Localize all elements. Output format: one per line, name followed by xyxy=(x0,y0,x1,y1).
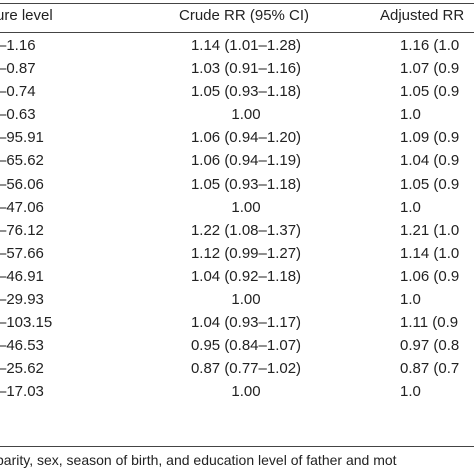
cell-adjusted: 1.05 (0.9 xyxy=(400,83,460,101)
cell-level: –65.62 xyxy=(0,152,44,170)
cell-adjusted: 1.05 (0.9 xyxy=(400,175,460,193)
cell-level: –46.91 xyxy=(0,267,44,285)
cell-crude: 1.00 xyxy=(231,106,261,124)
cell-crude: 1.22 (1.08–1.37) xyxy=(190,221,302,239)
cell-level: –103.15 xyxy=(0,314,53,332)
cell-crude: 1.00 xyxy=(231,198,261,216)
cell-adjusted: 1.11 (0.9 xyxy=(400,314,459,332)
cell-level: –47.06 xyxy=(0,198,44,216)
table-row: –56.06 1.05 (0.93–1.18) 1.05 (0.9 xyxy=(0,173,474,196)
cell-crude: 1.03 (0.91–1.16) xyxy=(190,60,302,78)
header-crude-rr: Crude RR (95% CI) xyxy=(179,7,310,24)
cell-adjusted: 1.0 xyxy=(400,383,421,401)
cell-crude: 1.06 (0.94–1.20) xyxy=(190,129,302,147)
cell-adjusted: 1.09 (0.9 xyxy=(400,129,460,147)
table-bottom-rule xyxy=(0,446,474,447)
cell-level: –29.93 xyxy=(0,291,44,309)
cell-level: –57.66 xyxy=(0,244,44,262)
cell-crude: 1.12 (0.99–1.27) xyxy=(190,244,302,262)
table-row: –0.63 1.00 1.0 xyxy=(0,103,474,126)
cell-adjusted: 1.16 (1.0 xyxy=(400,37,460,54)
table-row: –0.87 1.03 (0.91–1.16) 1.07 (0.9 xyxy=(0,57,474,80)
cell-crude: 1.04 (0.92–1.18) xyxy=(190,267,302,285)
table-row: –95.91 1.06 (0.94–1.20) 1.09 (0.9 xyxy=(0,126,474,149)
cell-crude: 1.04 (0.93–1.17) xyxy=(190,314,302,332)
cell-adjusted: 0.87 (0.7 xyxy=(400,360,460,378)
cell-crude: 0.87 (0.77–1.02) xyxy=(190,360,302,378)
table-row: –47.06 1.00 1.0 xyxy=(0,196,474,219)
cell-level: –25.62 xyxy=(0,360,44,378)
table-row: –1.16 1.14 (1.01–1.28) 1.16 (1.0 xyxy=(0,34,474,57)
cell-crude: 1.00 xyxy=(231,291,261,309)
cell-level: –46.53 xyxy=(0,337,44,355)
cell-adjusted: 1.14 (1.0 xyxy=(400,244,460,262)
table-row: –76.12 1.22 (1.08–1.37) 1.21 (1.0 xyxy=(0,219,474,242)
header-adjusted-rr: Adjusted RR xyxy=(380,7,465,24)
cell-adjusted: 1.06 (0.9 xyxy=(400,267,460,285)
table-row: –25.62 0.87 (0.77–1.02) 0.87 (0.7 xyxy=(0,357,474,380)
cell-crude: 1.00 xyxy=(231,383,261,401)
cell-level: –1.16 xyxy=(0,37,36,54)
table-row: –46.53 0.95 (0.84–1.07) 0.97 (0.8 xyxy=(0,334,474,357)
cell-adjusted: 1.07 (0.9 xyxy=(400,60,460,78)
table-header-rule xyxy=(0,32,474,33)
table-body: –1.16 1.14 (1.01–1.28) 1.16 (1.0 –0.87 1.03… xyxy=(0,34,474,404)
table-row: –17.03 1.00 1.0 xyxy=(0,380,474,403)
cell-crude: 1.06 (0.94–1.19) xyxy=(190,152,302,170)
table-row: –46.91 1.04 (0.92–1.18) 1.06 (0.9 xyxy=(0,265,474,288)
cell-crude: 0.95 (0.84–1.07) xyxy=(190,337,302,355)
table-row: –29.93 1.00 1.0 xyxy=(0,288,474,311)
table-row: –0.74 1.05 (0.93–1.18) 1.05 (0.9 xyxy=(0,80,474,103)
cell-level: –95.91 xyxy=(0,129,44,147)
table-row: –57.66 1.12 (0.99–1.27) 1.14 (1.0 xyxy=(0,242,474,265)
cell-adjusted: 1.0 xyxy=(400,291,421,309)
cell-crude: 1.14 (1.01–1.28) xyxy=(190,37,302,54)
cell-level: –56.06 xyxy=(0,175,44,193)
table-row: –103.15 1.04 (0.93–1.17) 1.11 (0.9 xyxy=(0,311,474,334)
header-exposure-level: ure level xyxy=(0,7,53,24)
cell-level: –0.63 xyxy=(0,106,36,124)
cell-level: –17.03 xyxy=(0,383,44,401)
table-footnote: parity, sex, season of birth, and educat… xyxy=(0,452,397,468)
cell-adjusted: 1.0 xyxy=(400,106,421,124)
cell-adjusted: 1.04 (0.9 xyxy=(400,152,460,170)
cell-level: –0.74 xyxy=(0,83,36,101)
cell-level: –0.87 xyxy=(0,60,36,78)
table-top-rule xyxy=(0,3,474,4)
cell-adjusted: 1.21 (1.0 xyxy=(400,221,460,239)
table-row: –65.62 1.06 (0.94–1.19) 1.04 (0.9 xyxy=(0,149,474,172)
cell-adjusted: 0.97 (0.8 xyxy=(400,337,460,355)
cell-crude: 1.05 (0.93–1.18) xyxy=(190,83,302,101)
cell-level: –76.12 xyxy=(0,221,44,239)
cell-crude: 1.05 (0.93–1.18) xyxy=(190,175,302,193)
cell-adjusted: 1.0 xyxy=(400,198,421,216)
